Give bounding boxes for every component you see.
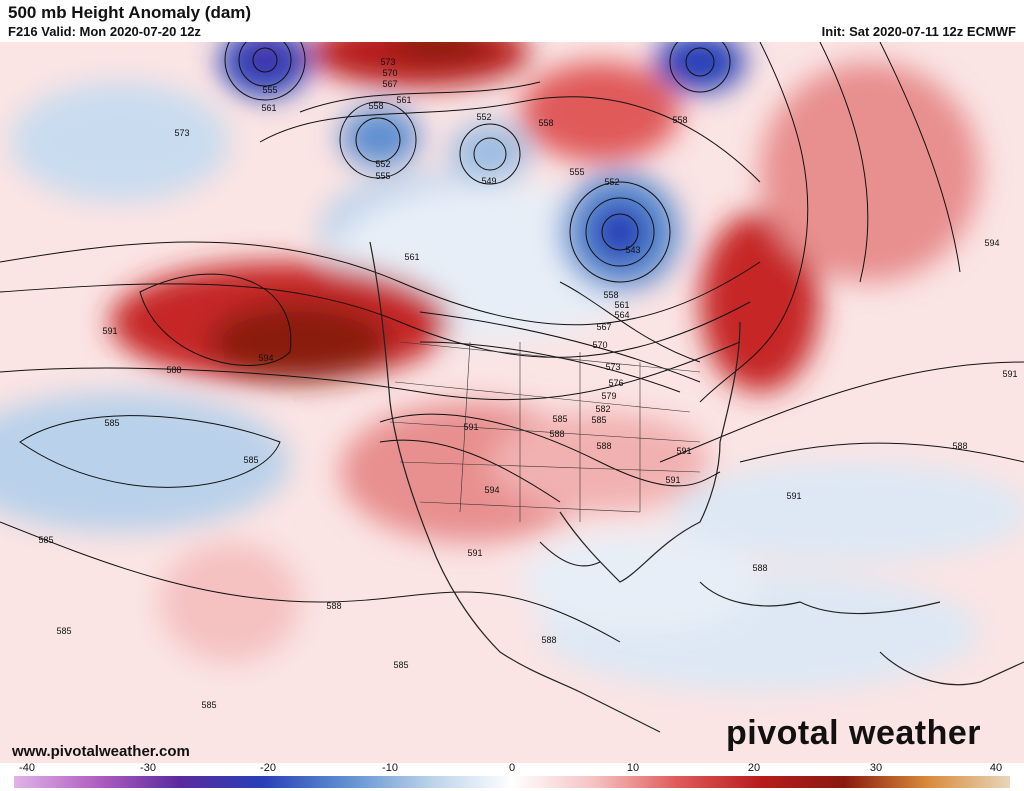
contour-label: 585 [56,626,71,636]
contour-label: 558 [672,115,687,125]
header: 500 mb Height Anomaly (dam) F216 Valid: … [0,0,1024,42]
contour-label: 588 [541,635,556,645]
contour-label: 591 [786,491,801,501]
contour-label: 585 [243,455,258,465]
contour-label: 591 [102,326,117,336]
contour-label: 588 [326,601,341,611]
contour-label: 585 [201,700,216,710]
contour-label: 576 [608,378,623,388]
contour-label: 588 [952,441,967,451]
contour-label: 594 [984,238,999,248]
contour-label: 564 [614,310,629,320]
contour-label: 591 [463,422,478,432]
contour-label: 585 [104,418,119,428]
colorbar-tick: 10 [626,762,640,774]
contour-label: 585 [591,415,606,425]
contour-label: 594 [484,485,499,495]
contour-label: 582 [595,404,610,414]
contour-label: 549 [481,176,496,186]
contour-label: 579 [601,391,616,401]
contour-label: 561 [396,95,411,105]
contour-label: 594 [258,353,273,363]
valid-time: F216 Valid: Mon 2020-07-20 12z [8,24,201,39]
contour-label: 573 [174,128,189,138]
brand-logo: pivotal weather [726,714,982,752]
colorbar-tick: -20 [260,762,276,774]
colorbar-tick: -10 [382,762,398,774]
contour-label: 588 [596,441,611,451]
contour-label: 585 [38,535,53,545]
contour-label: 558 [538,118,553,128]
contour-label: 555 [262,85,277,95]
contour-label: 588 [752,563,767,573]
contour-label: 573 [605,362,620,372]
contour-label: 573 [380,57,395,67]
contour-label: 591 [676,446,691,456]
site-url[interactable]: www.pivotalweather.com [12,743,190,760]
colorbar-tick: -30 [140,762,156,774]
contour-label: 552 [476,112,491,122]
contour-label: 591 [467,548,482,558]
colorbar-tick: 0 [508,762,516,774]
contour-label: 570 [592,340,607,350]
contour-label: 585 [552,414,567,424]
contour-label: 558 [603,290,618,300]
contour-label: 561 [614,300,629,310]
colorbar-tick: -40 [19,762,35,774]
colorbar [14,776,1010,788]
init-time: Init: Sat 2020-07-11 12z ECMWF [821,24,1016,39]
map-title: 500 mb Height Anomaly (dam) [8,3,252,22]
contour-label: 588 [549,429,564,439]
contour-label: 555 [375,171,390,181]
contour-label: 561 [404,252,419,262]
contour-label: 558 [368,101,383,111]
contour-label: 567 [382,79,397,89]
contour-label: 591 [665,475,680,485]
contour-label: 561 [261,103,276,113]
colorbar-tick: 20 [747,762,761,774]
contour-label: 552 [604,177,619,187]
colorbar-tick: 40 [989,762,1003,774]
contour-label: 555 [569,167,584,177]
contour-label: 588 [166,365,181,375]
contour-label: 570 [382,68,397,78]
contour-label: 543 [625,245,640,255]
colorbar-tick: 30 [869,762,883,774]
contour-label: 585 [393,660,408,670]
contour-label: 567 [596,322,611,332]
height-anomaly-map: 573 570 567 561 555 561 558 552 552 555 … [0,42,1024,763]
contour-label: 591 [1002,369,1017,379]
contour-label: 552 [375,159,390,169]
